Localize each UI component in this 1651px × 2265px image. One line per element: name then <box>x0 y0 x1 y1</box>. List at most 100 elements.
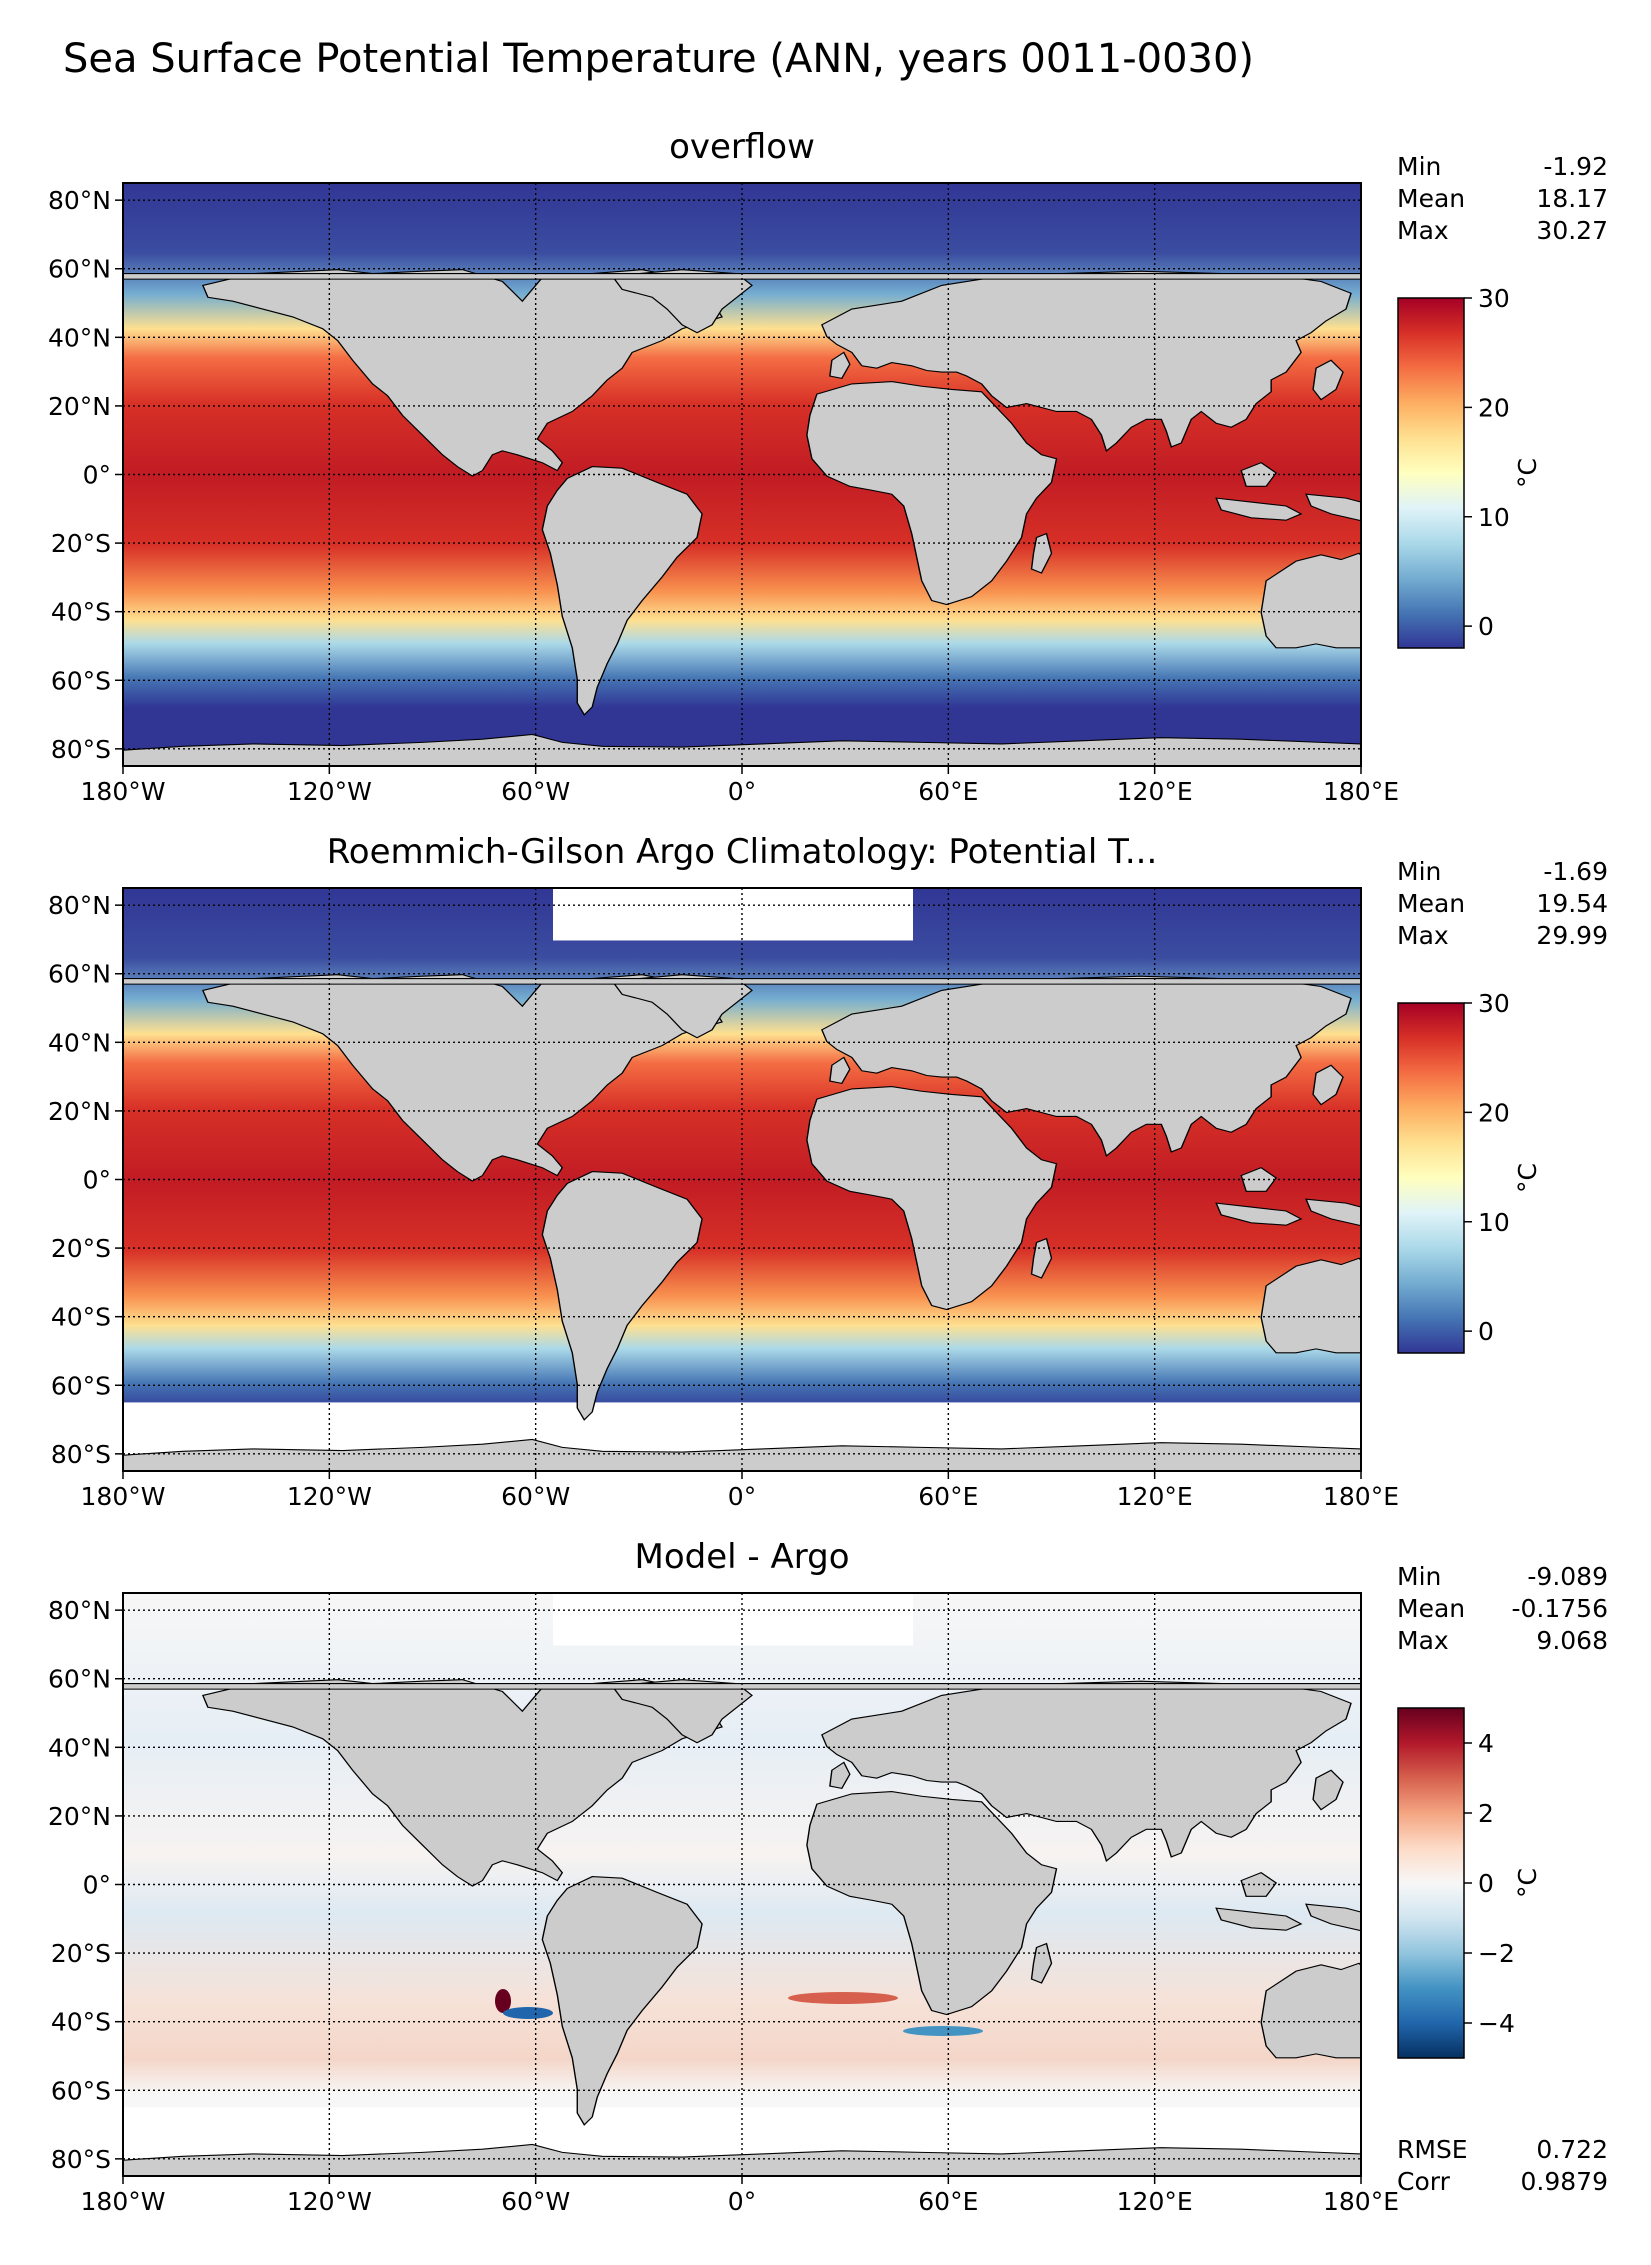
y-tick-label: 20°S <box>51 1939 111 1968</box>
x-tick-label: 180°W <box>81 1482 166 1511</box>
x-tick-label: 120°W <box>287 2187 372 2216</box>
stat-value: -1.92 <box>1543 152 1608 181</box>
stat-value: 9.068 <box>1536 1626 1608 1655</box>
stat-value: 30.27 <box>1536 216 1608 245</box>
x-tick-label: 120°W <box>287 1482 372 1511</box>
colorbar-tick-label: 2 <box>1478 1799 1494 1828</box>
y-tick-label: 80°S <box>51 735 111 764</box>
gridlines <box>123 183 1361 766</box>
colorbar-tick-label: 30 <box>1478 989 1510 1018</box>
x-tick-label: 180°E <box>1323 777 1399 806</box>
map-content <box>123 888 1361 1471</box>
y-tick-label: 80°N <box>48 1596 111 1625</box>
y-tick-label: 40°N <box>48 1028 111 1057</box>
x-tick-label: 60°W <box>501 1482 570 1511</box>
stat-label: Max <box>1397 921 1449 950</box>
y-tick-label: 20°N <box>48 1097 111 1126</box>
y-tick-label: 40°N <box>48 323 111 352</box>
anomaly-cold-malvinas <box>503 2007 553 2019</box>
colorbar: 4 2 0 −2 −4 °C <box>1397 1707 1542 2059</box>
no-data-arctic <box>553 888 913 941</box>
stat-label: Min <box>1397 857 1441 886</box>
colorbar: 0 10 20 30 °C <box>1397 989 1542 1354</box>
stat-value: 18.17 <box>1536 184 1608 213</box>
x-tick-label: 120°W <box>287 777 372 806</box>
x-tick-label: 180°W <box>81 777 166 806</box>
y-tick-label: 60°N <box>48 1665 111 1694</box>
x-tick-label: 120°E <box>1117 1482 1193 1511</box>
anomaly-warm-agulhas <box>788 1992 898 2004</box>
panel-3: Model - Argo 80°N 60°N 40°N 20°N 0° 20°S 40°S 60… <box>48 1537 1608 2216</box>
x-tick-label: 120°E <box>1117 777 1193 806</box>
x-tick-label: 60°W <box>501 777 570 806</box>
y-tick-label: 40°N <box>48 1733 111 1762</box>
colorbar-tick-label: 0 <box>1478 1869 1494 1898</box>
y-tick-label: 80°N <box>48 186 111 215</box>
x-tick-label: 60°E <box>918 777 978 806</box>
y-tick-label: 80°N <box>48 891 111 920</box>
y-tick-label: 40°S <box>51 1303 111 1332</box>
colorbar-tick-label: 30 <box>1478 284 1510 313</box>
gridlines <box>123 1593 1361 2176</box>
x-tick-label: 180°W <box>81 2187 166 2216</box>
metric-label: RMSE <box>1397 2135 1468 2164</box>
y-tick-label: 40°S <box>51 2008 111 2037</box>
colorbar-tick-label: 10 <box>1478 1208 1510 1237</box>
stat-value: -1.69 <box>1543 857 1608 886</box>
x-tick-label: 0° <box>728 1482 756 1511</box>
colorbar-label: °C <box>1513 458 1542 488</box>
metric-label: Corr <box>1397 2167 1451 2196</box>
y-tick-label: 60°S <box>51 2076 111 2105</box>
colorbar-tick-label: 20 <box>1478 393 1510 422</box>
stat-value: 29.99 <box>1536 921 1608 950</box>
y-tick-label: 60°S <box>51 1371 111 1400</box>
map-area <box>122 182 1362 767</box>
stat-label: Max <box>1397 216 1449 245</box>
colorbar-tick-label: 10 <box>1478 503 1510 532</box>
stat-label: Min <box>1397 152 1441 181</box>
anomaly-cold-south-indian <box>903 2026 983 2036</box>
colorbar-label: °C <box>1513 1868 1542 1898</box>
colorbar-tick-label: 4 <box>1478 1729 1494 1758</box>
no-data-arctic <box>553 1593 913 1646</box>
colorbar-tick-label: 0 <box>1478 1317 1494 1346</box>
panel-1: overflow 80°N 60°N 40°N 20°N 0° 20°S 40°S 60°S 80… <box>48 127 1608 806</box>
y-tick-label: 20°S <box>51 529 111 558</box>
panel-title: Roemmich-Gilson Argo Climatology: Potent… <box>327 832 1158 872</box>
y-tick-label: 60°N <box>48 960 111 989</box>
y-tick-label: 20°N <box>48 392 111 421</box>
colorbar-tick-label: −2 <box>1478 1939 1515 1968</box>
colorbar-bar <box>1397 297 1465 649</box>
colorbar-bar <box>1397 1002 1465 1354</box>
y-tick-label: 60°N <box>48 255 111 284</box>
colorbar-label: °C <box>1513 1163 1542 1193</box>
x-tick-label: 60°W <box>501 2187 570 2216</box>
colorbar-tick-label: −4 <box>1478 2009 1515 2038</box>
x-tick-label: 60°E <box>918 1482 978 1511</box>
stat-label: Mean <box>1397 1594 1465 1623</box>
map-area <box>122 1592 1362 2177</box>
y-tick-label: 80°S <box>51 2145 111 2174</box>
map-area <box>122 887 1362 1472</box>
colorbar-tick-label: 20 <box>1478 1098 1510 1127</box>
y-tick-label: 0° <box>83 1166 111 1195</box>
metric-value: 0.9879 <box>1521 2167 1608 2196</box>
panel-title: Model - Argo <box>635 1537 850 1577</box>
map-content <box>123 183 1361 766</box>
x-tick-label: 0° <box>728 777 756 806</box>
stat-label: Max <box>1397 1626 1449 1655</box>
colorbar-bar <box>1397 1707 1465 2059</box>
colorbar: 0 10 20 30 °C <box>1397 284 1542 649</box>
map-content <box>123 1593 1361 2176</box>
y-tick-label: 0° <box>83 461 111 490</box>
colorbar-tick-label: 0 <box>1478 612 1494 641</box>
stat-value: -0.1756 <box>1512 1594 1609 1623</box>
stat-value: 19.54 <box>1536 889 1608 918</box>
x-tick-label: 180°E <box>1323 2187 1399 2216</box>
anomaly-warm-brazil <box>495 1989 511 2013</box>
panel-2: Roemmich-Gilson Argo Climatology: Potent… <box>48 832 1608 1511</box>
y-tick-label: 60°S <box>51 666 111 695</box>
gridlines <box>123 888 1361 1471</box>
y-tick-label: 40°S <box>51 598 111 627</box>
